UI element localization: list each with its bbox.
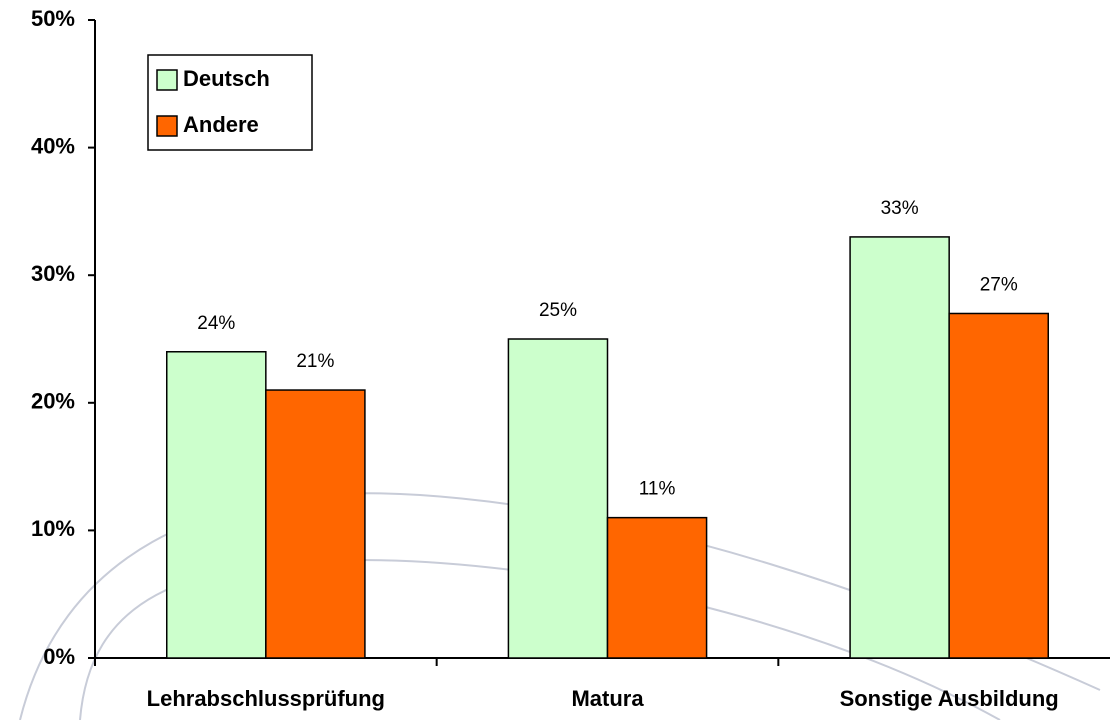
y-tick-label: 20%	[31, 389, 75, 414]
y-tick-label: 0%	[43, 644, 75, 669]
value-label: 11%	[639, 479, 676, 500]
legend-swatch	[156, 115, 178, 137]
value-label: 25%	[539, 300, 577, 321]
bar	[948, 312, 1050, 659]
x-tick-label: Matura	[571, 686, 644, 711]
legend-label: Andere	[183, 112, 259, 137]
bar	[849, 236, 950, 659]
y-tick-label: 30%	[31, 261, 75, 286]
bar	[265, 389, 366, 659]
x-tick-label: Sonstige Ausbildung	[840, 686, 1059, 711]
y-tick-label: 50%	[31, 6, 75, 31]
value-label: 33%	[881, 198, 919, 219]
bar	[166, 351, 267, 659]
bar	[606, 516, 708, 659]
bar	[507, 338, 609, 659]
legend-swatch	[156, 69, 178, 91]
value-label: 21%	[296, 351, 334, 372]
legend-label: Deutsch	[183, 66, 270, 91]
value-label: 27%	[980, 274, 1018, 295]
y-tick-label: 40%	[31, 133, 75, 158]
x-tick-label: Lehrabschlussprüfung	[147, 686, 385, 711]
value-label: 24%	[197, 313, 235, 334]
y-tick-label: 10%	[31, 516, 75, 541]
